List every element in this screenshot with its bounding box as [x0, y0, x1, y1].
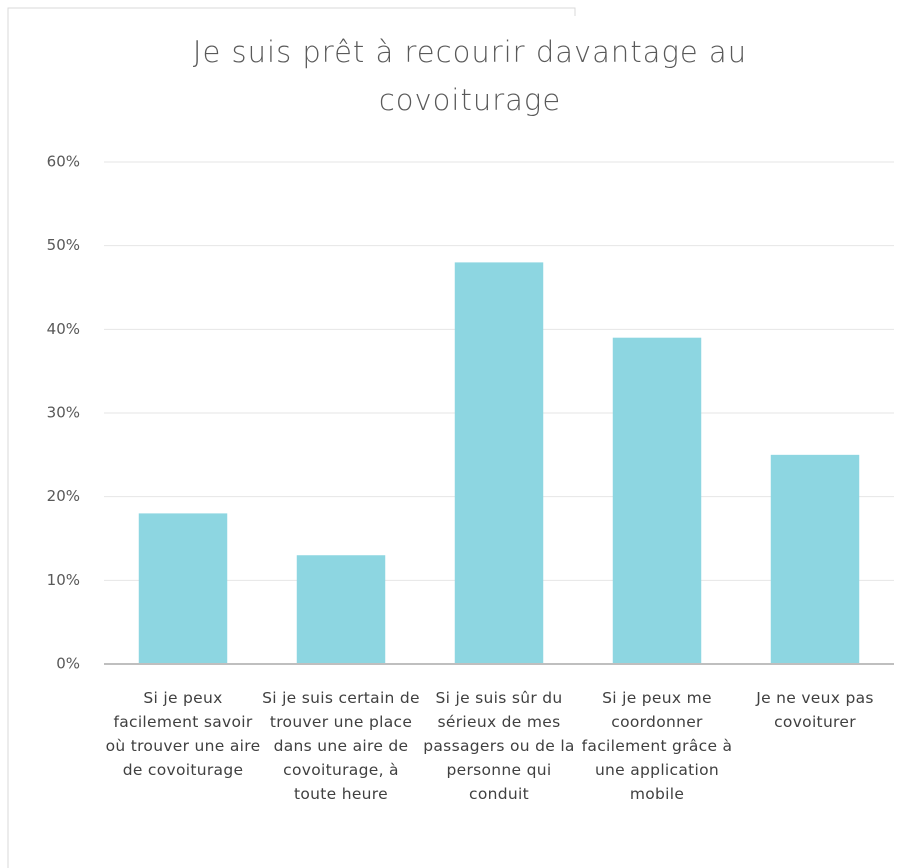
bar	[296, 555, 386, 664]
y-tick-label: 50%	[47, 236, 80, 254]
y-tick-label: 40%	[47, 320, 80, 338]
x-tick-label: Si je suis sûr du sérieux de mes passage…	[423, 689, 575, 803]
y-tick-label: 30%	[47, 404, 80, 422]
y-tick-label: 10%	[47, 571, 80, 589]
chart-frame	[7, 7, 576, 868]
x-tick-label: Si je peux facilement savoir où trouver …	[105, 689, 261, 779]
bar	[770, 454, 860, 664]
bar	[612, 337, 702, 664]
y-tick-label: 60%	[47, 153, 80, 171]
x-tick-label: Si je peux me coordonner facilement grâc…	[581, 689, 733, 803]
y-tick-label: 20%	[47, 487, 80, 505]
x-tick-label: Je ne veux pas covoiturer	[756, 689, 874, 731]
chart-title: Je suis prêt à recourir davantage au cov…	[192, 35, 748, 117]
x-tick-label: Si je suis certain de trouver une place …	[262, 689, 420, 803]
y-tick-label: 0%	[56, 655, 80, 673]
bar	[138, 513, 228, 664]
bar	[454, 262, 544, 664]
